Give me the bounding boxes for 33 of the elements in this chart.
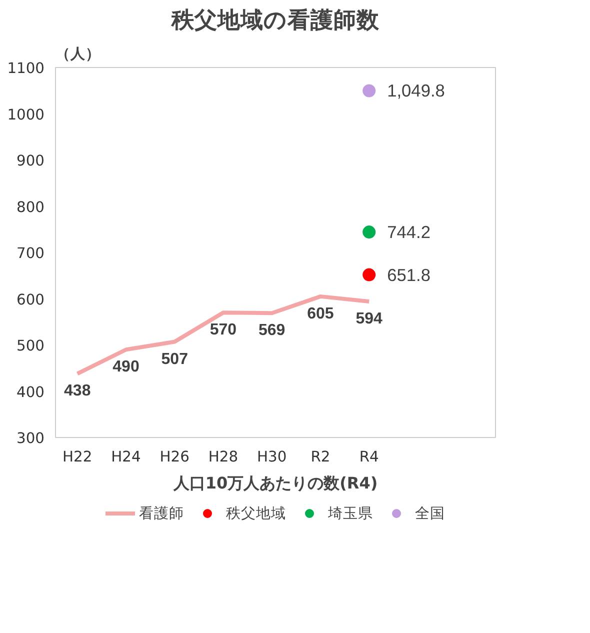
x-tick-label: H30 [257, 448, 287, 466]
x-tick-label: H22 [62, 448, 92, 466]
y-tick-label: 300 [16, 430, 45, 447]
x-tick-label: H28 [208, 448, 238, 466]
data-label: 490 [112, 358, 140, 376]
chart-title: 秩父地域の看護師数 [170, 8, 380, 34]
data-label: 438 [64, 382, 91, 400]
y-tick-label: 1000 [7, 106, 45, 124]
y-tick-label: 400 [16, 384, 45, 401]
y-tick-label: 800 [16, 198, 45, 216]
data-label: 744.2 [387, 222, 430, 242]
data-label: 1,049.8 [387, 80, 445, 101]
legend-label: 看護師 [139, 504, 184, 522]
data-label: 570 [210, 322, 237, 339]
x-tick-label: R4 [359, 448, 379, 466]
y-axis-title: （人） [56, 46, 100, 62]
data-label: 605 [307, 305, 334, 322]
x-tick-label: H26 [160, 448, 190, 466]
data-label: 651.8 [387, 264, 430, 285]
y-tick-label: 900 [16, 152, 45, 170]
y-tick-label: 700 [16, 245, 45, 262]
y-tick-label: 600 [16, 291, 45, 308]
x-tick-label: R2 [310, 448, 330, 466]
data-label: 569 [258, 322, 286, 340]
legend-label: 秩父地域 [226, 504, 286, 522]
data-label: 507 [161, 350, 188, 368]
data-label: 594 [356, 310, 383, 328]
x-axis-title: 人口10万人あたりの数(R4) [172, 474, 378, 492]
legend-label: 全国 [415, 504, 445, 522]
y-tick-label: 1100 [7, 60, 45, 77]
legend-label: 埼玉県 [328, 504, 373, 522]
y-tick-label: 500 [16, 338, 45, 354]
x-tick-label: H24 [111, 448, 141, 466]
